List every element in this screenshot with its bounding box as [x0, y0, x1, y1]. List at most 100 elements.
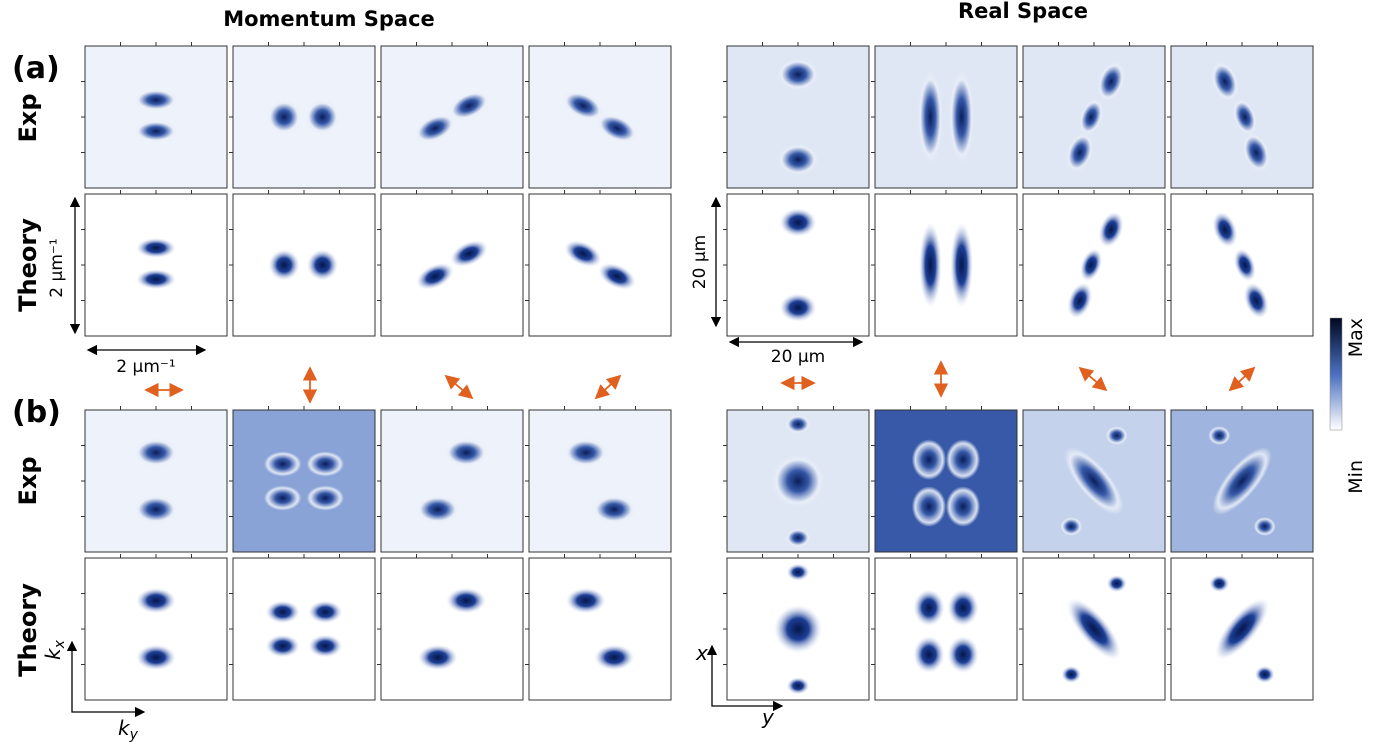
panel-bg [233, 46, 375, 188]
panel-bg [233, 410, 375, 552]
intensity-lobe [592, 495, 636, 523]
intensity-lobe [787, 677, 810, 694]
intensity-lobe [134, 89, 178, 111]
panel-bg [381, 410, 523, 552]
image-panel [1167, 42, 1313, 188]
intensity-lobe [264, 486, 301, 511]
panel-bg [875, 46, 1017, 188]
intensity-lobe [949, 70, 974, 164]
panel-bg [529, 558, 671, 700]
colorbar-label: Max [1345, 318, 1367, 357]
row-label: Exp [14, 456, 42, 505]
header: Real Space [958, 0, 1088, 23]
intensity-lobe [1208, 426, 1230, 445]
row-label: Theory [14, 218, 42, 312]
intensity-lobe [1107, 575, 1127, 592]
intensity-lobe [912, 439, 946, 480]
intensity-lobe [918, 70, 943, 164]
image-panel [871, 406, 1017, 552]
image-panel [229, 554, 375, 700]
panel-bg [875, 194, 1017, 336]
intensity-lobe [1061, 666, 1081, 683]
scale-label: 20 μm [690, 235, 710, 289]
image-panel [1019, 190, 1165, 336]
image-panel [377, 406, 523, 552]
scale-label: 2 μm⁻¹ [116, 357, 175, 377]
intensity-lobe [269, 249, 300, 280]
intensity-lobe [307, 249, 338, 280]
image-panel [81, 42, 227, 188]
intensity-lobe [947, 636, 978, 673]
image-panel [81, 406, 227, 552]
image-panel [1167, 406, 1313, 552]
image-panel [723, 554, 869, 700]
intensity-lobe [136, 588, 176, 614]
image-panel [377, 42, 523, 188]
image-panel [723, 42, 869, 188]
axis-label: x [695, 641, 708, 665]
intensity-lobe [416, 495, 460, 523]
intensity-lobe [1255, 666, 1275, 683]
intensity-lobe [912, 486, 946, 527]
scale-label: 2 μm⁻¹ [47, 238, 67, 297]
panel-label: (a) [12, 51, 60, 86]
intensity-lobe [444, 439, 488, 467]
intensity-lobe [136, 645, 176, 671]
intensity-lobe [566, 588, 606, 614]
intensity-lobe [305, 100, 339, 134]
intensity-lobe [307, 451, 344, 476]
image-panel [525, 554, 671, 700]
intensity-lobe [134, 120, 178, 142]
intensity-lobe [266, 601, 300, 624]
colorbar [1330, 318, 1342, 430]
panel-bg [233, 194, 375, 336]
intensity-lobe [947, 589, 978, 626]
image-panel [1167, 190, 1313, 336]
intensity-lobe [564, 439, 608, 467]
intensity-lobe [594, 645, 634, 671]
image-panel [1019, 42, 1165, 188]
image-panel [871, 554, 1017, 700]
panel-bg [381, 194, 523, 336]
axis-label: y [129, 727, 139, 743]
intensity-lobe [771, 454, 824, 507]
panel-bg [529, 194, 671, 336]
intensity-lobe [786, 415, 811, 434]
panel-bg [85, 558, 227, 700]
row-label: Exp [14, 93, 42, 142]
panel-bg [85, 194, 227, 336]
intensity-lobe [267, 100, 301, 134]
panel-bg [233, 558, 375, 700]
figure: Momentum Space Real Space (a) (b) Exp Th… [0, 0, 1393, 749]
panel-label: (b) [12, 395, 61, 430]
panel-bg [85, 410, 227, 552]
scale-label: 20 μm [771, 347, 825, 367]
axis-label: ky [118, 716, 139, 743]
colorbar-label: Min [1345, 460, 1367, 494]
intensity-lobe [418, 645, 458, 671]
intensity-lobe [134, 439, 178, 467]
intensity-lobe [136, 238, 176, 258]
intensity-lobe [136, 269, 176, 289]
intensity-lobe [308, 601, 342, 624]
intensity-lobe [946, 486, 980, 527]
axis-label: kx [41, 639, 68, 660]
intensity-lobe [913, 636, 944, 673]
image-panel [377, 190, 523, 336]
image-panel [1019, 406, 1165, 552]
row-label: Theory [14, 583, 42, 677]
image-panel [229, 406, 375, 552]
panel-bg [875, 558, 1017, 700]
image-panel [377, 554, 523, 700]
panel-bg [875, 410, 1017, 552]
image-panel [871, 42, 1017, 188]
axis-label: x [52, 639, 68, 649]
image-panel [525, 42, 671, 188]
intensity-lobe [446, 588, 486, 614]
panel-bg [529, 410, 671, 552]
intensity-lobe [1209, 575, 1229, 592]
panel-bg [381, 558, 523, 700]
image-panel [229, 42, 375, 188]
axis-label: y [761, 705, 775, 729]
image-panel [81, 190, 227, 336]
